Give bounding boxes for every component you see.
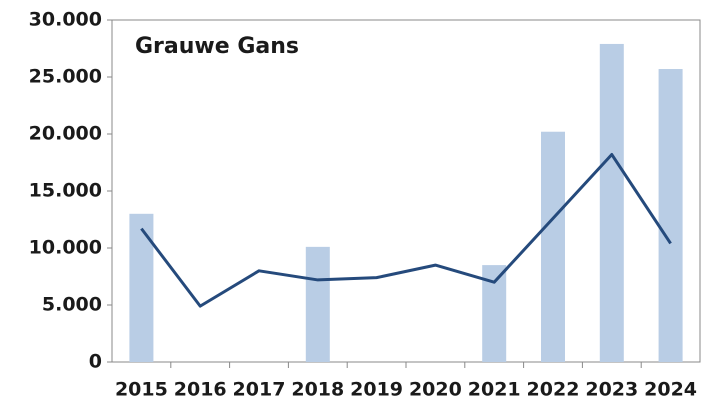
x-tick-label: 2017	[233, 379, 286, 401]
x-tick-label: 2020	[409, 379, 462, 401]
x-tick-label: 2021	[468, 379, 521, 401]
y-tick-label: 10.000	[29, 237, 102, 259]
y-tick-label: 5.000	[42, 294, 102, 316]
y-tick-label: 15.000	[29, 180, 102, 202]
bar	[129, 213, 154, 362]
y-tick-label: 25.000	[29, 66, 102, 88]
chart-title: Grauwe Gans	[135, 34, 299, 59]
y-tick-label: 0	[89, 351, 102, 373]
x-tick-label: 2015	[115, 379, 168, 401]
x-tick-label: 2024	[644, 379, 697, 401]
y-tick-label: 30.000	[29, 9, 102, 31]
bar	[541, 131, 565, 362]
bar	[599, 43, 624, 362]
bar	[305, 246, 330, 362]
x-tick-label: 2016	[174, 379, 227, 401]
x-tick-label: 2023	[585, 379, 638, 401]
line	[140, 153, 672, 308]
x-tick-label: 2022	[527, 379, 580, 401]
y-tick-label: 20.000	[29, 123, 102, 145]
x-tick-label: 2018	[291, 379, 344, 401]
bar	[658, 69, 683, 363]
x-tick-label: 2019	[350, 379, 403, 401]
